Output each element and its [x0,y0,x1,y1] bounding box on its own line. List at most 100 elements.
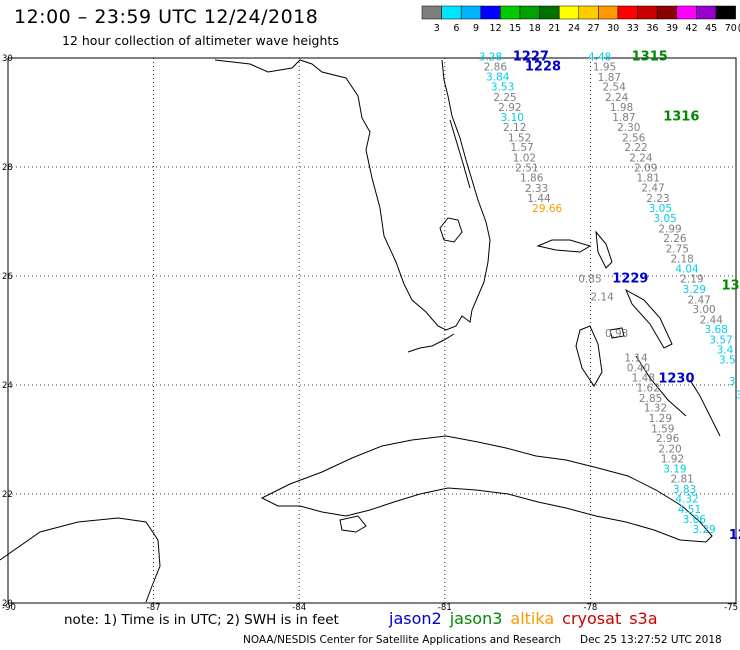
andros [575,325,603,387]
florida-coastline [214,59,491,331]
scale-unit-label: (ft) [738,23,740,34]
wave-height-value: 3.10 [501,112,524,124]
scale-tick-label: 24 [568,23,580,34]
new-providence [609,327,625,339]
longitude-label: -90 [2,603,16,613]
wave-height-value: 1.81 [637,173,660,185]
scale-tick-label: 70 [725,23,737,34]
map-frame [7,57,737,604]
barrier-islands [449,119,471,189]
wave-height-value: 1.59 [651,423,674,435]
wave-height-value: 2.12 [503,122,526,134]
wave-height-value: 1.44 [527,193,551,205]
wave-height-value: 2.14 [590,292,614,304]
wave-height-value: 2.51 [515,162,538,174]
wave-height-value: 2.30 [617,122,640,134]
scale-tick-label: 18 [529,23,541,34]
latitude-label: 30 [2,54,13,64]
scale-tick-label: 36 [646,23,658,34]
wave-height-value: 2.33 [525,183,548,195]
longitude-label: -81 [438,603,452,613]
wave-height-value: 1.95 [593,62,616,74]
credit-line: NOAA/NESDIS Center for Satellite Applica… [243,634,561,646]
scale-tick-label: 6 [453,23,459,34]
pass-number: 1316 [663,110,699,125]
wave-height-value: 3.84 [486,71,510,83]
wave-height-value: 2.20 [658,444,681,456]
wave-height-value: 3.28 [479,52,502,64]
wave-height-value: 2.26 [663,233,687,245]
wave-height-value: 3.06 [683,514,707,526]
wave-height-value: 2.47 [687,294,710,306]
lake-okeechobee [439,217,463,243]
wave-height-value: 2.81 [670,474,693,486]
wave-height-value: 2.19 [680,274,703,286]
latitude-label: 28 [2,163,13,173]
scale-tick-label: 27 [588,23,600,34]
longitude-label: -87 [147,603,161,613]
coastline [0,59,721,603]
longitude-labels: -90 -87 -84 -81 -78 -75 [2,603,738,613]
latitude-labels: 30 28 26 24 22 20 [2,54,13,609]
wave-height-value: 3.68 [704,324,727,336]
wave-height-value: 3.83 [673,484,696,496]
scale-tick-label: 3 [434,23,440,34]
wave-height-value: 1.86 [520,173,544,185]
legend-entry-altika: altika [510,609,555,628]
wave-height-value: 2.09 [634,162,657,174]
map-border [7,57,737,604]
scale-tick-label: 45 [705,23,717,34]
scale-tick-label: 33 [627,23,639,34]
map-subtitle: 12 hour collection of altimeter wave hei… [62,33,339,48]
yucatan-coastline [0,517,161,603]
scale-tick-label: 30 [607,23,619,34]
pass-number: 12 [729,528,740,543]
wave-height-value: 1.87 [612,112,635,124]
latitude-label: 20 [2,599,13,609]
wave-height-value: 2.25 [493,92,516,104]
pass-number: 1228 [525,60,561,75]
wave-height-value: 1.62 [637,383,660,395]
wave-height-value: 2.24 [629,153,653,165]
longitude-label: -84 [292,603,306,613]
wave-height-value: 1.48 [632,373,655,385]
wave-height-value: 4.32 [675,494,698,506]
legend-entry-jason2: jason2 [389,609,442,628]
wave-height-value: 3 [736,390,740,402]
pass-number: 131 [721,279,740,294]
cuba-coastline [260,435,713,543]
abaco [595,230,613,269]
wave-height-value: 2.22 [624,142,647,154]
wave-height-value: 3.05 [649,203,672,215]
wave-height-value: 1.32 [644,403,667,415]
wave-height-value: 2.18 [670,253,693,265]
wave-height-value: 4.51 [678,504,701,516]
scale-tick-label: 9 [473,23,479,34]
wave-height-value: 1.87 [598,72,621,84]
wave-height-value: 2.86 [484,62,508,74]
wave-height-value: 3.53 [491,82,514,94]
grand-bahama [536,239,592,253]
pass-number: 1315 [632,50,668,65]
wave-height-value: 1.57 [510,142,533,154]
wave-height-value: 0.85 [578,274,601,286]
pass-number: 1229 [612,272,648,287]
altimeter-measurements: 3.282.863.843.532.252.923.102.121.521.57… [479,52,740,537]
wave-height-value: 3.00 [692,304,715,316]
wave-height-value: 1.52 [508,132,531,144]
latitude-label: 24 [2,381,13,391]
longitude-label: -78 [583,603,597,613]
lat-lon-grid [8,58,736,603]
wave-height-value: 3.29 [692,524,715,536]
units-note: note: 1) Time is in UTC; 2) SWH is in fe… [64,612,339,628]
wave-height-value: 2.99 [658,223,681,235]
scale-tick-label: 42 [686,23,698,34]
exuma-chain [635,355,687,417]
wave-height-value: 2.85 [639,393,662,405]
eleuthera [624,288,673,349]
wave-height-value: 2.92 [498,102,521,114]
wave-height-value: 2.23 [646,193,669,205]
